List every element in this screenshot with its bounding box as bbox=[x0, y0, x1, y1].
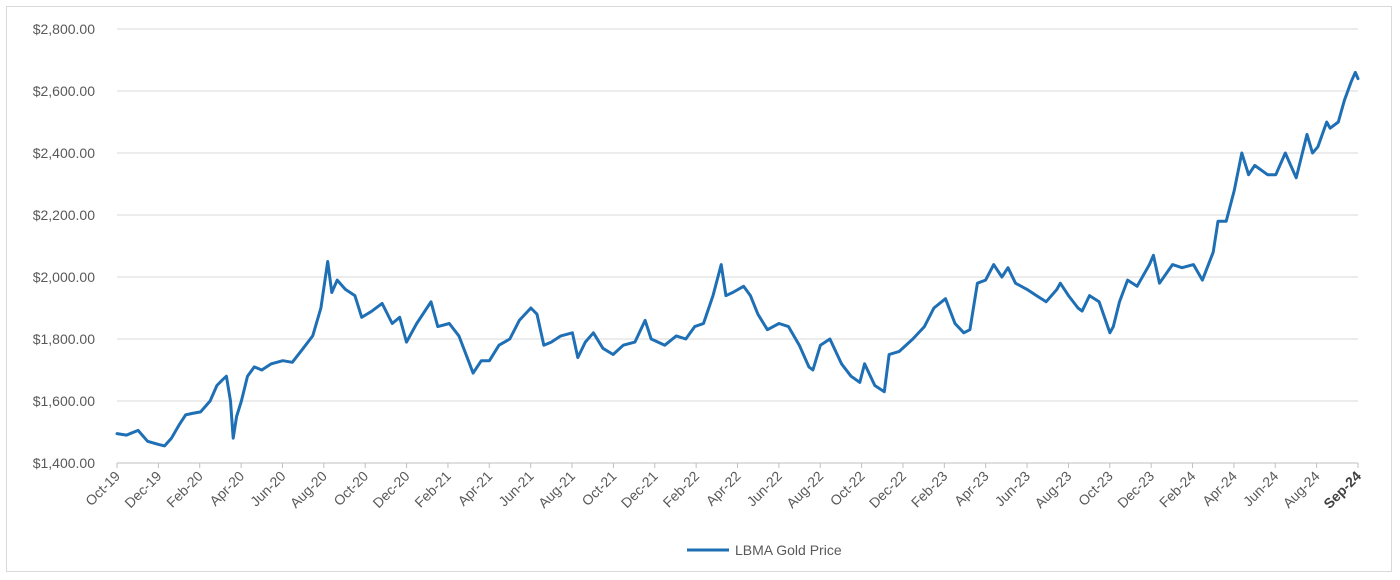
x-tick-label: Dec-20 bbox=[369, 468, 412, 511]
x-tick-label: Dec-23 bbox=[1114, 468, 1157, 511]
y-tick-label: $2,400.00 bbox=[33, 145, 95, 161]
series-line-lbma-gold-price bbox=[115, 70, 1360, 448]
x-tick-label: Oct-22 bbox=[827, 468, 868, 509]
x-tick-label: Apr-22 bbox=[703, 468, 744, 509]
x-tick-label: Dec-21 bbox=[618, 468, 661, 511]
x-tick-label: Jun-24 bbox=[1240, 468, 1282, 510]
x-tick-label: Jun-21 bbox=[495, 468, 537, 510]
x-tick-label: Oct-19 bbox=[82, 468, 123, 509]
y-axis: $1,400.00 $1,600.00 $1,800.00 $2,000.00 $2,2… bbox=[33, 21, 95, 471]
gridlines bbox=[117, 28, 1358, 464]
x-tick-label: Oct-23 bbox=[1075, 468, 1116, 509]
chart-frame: $1,400.00 $1,600.00 $1,800.00 $2,000.00 $2,2… bbox=[6, 6, 1392, 572]
x-tick-label: Feb-20 bbox=[163, 468, 206, 511]
x-tick-label: Jun-20 bbox=[247, 468, 289, 510]
legend-label: LBMA Gold Price bbox=[735, 542, 842, 558]
y-tick-label: $2,200.00 bbox=[33, 207, 95, 223]
x-tick-label: Aug-22 bbox=[783, 468, 826, 511]
x-tick-label: Aug-24 bbox=[1280, 468, 1323, 511]
y-tick-label: $2,800.00 bbox=[33, 21, 95, 37]
x-tick-label: Apr-23 bbox=[951, 468, 992, 509]
legend: LBMA Gold Price bbox=[687, 542, 842, 558]
x-tick-label: Aug-23 bbox=[1031, 468, 1074, 511]
x-tick-label: Feb-23 bbox=[908, 468, 951, 511]
x-tick-label: Feb-24 bbox=[1156, 468, 1199, 511]
x-tick-label: Apr-20 bbox=[206, 468, 247, 509]
x-tick-label: Dec-22 bbox=[866, 468, 909, 511]
y-tick-label: $2,000.00 bbox=[33, 269, 95, 285]
x-tick-label: Oct-21 bbox=[578, 468, 619, 509]
y-tick-label: $1,600.00 bbox=[33, 393, 95, 409]
x-tick-label: Feb-21 bbox=[411, 468, 454, 511]
plot-area bbox=[115, 70, 1360, 448]
x-tick-label: Dec-19 bbox=[121, 468, 164, 511]
y-tick-label: $1,400.00 bbox=[33, 455, 95, 471]
gold-price-chart: $1,400.00 $1,600.00 $1,800.00 $2,000.00 $2,2… bbox=[33, 21, 1365, 558]
x-tick-label: Oct-20 bbox=[330, 468, 371, 509]
x-tick-label: Jun-22 bbox=[743, 468, 785, 510]
x-tick-label: Sep-24 bbox=[1320, 468, 1364, 512]
x-tick-label: Apr-21 bbox=[454, 468, 495, 509]
y-tick-label: $2,600.00 bbox=[33, 83, 95, 99]
x-tick-label: Aug-20 bbox=[287, 468, 330, 511]
x-tick-label: Feb-22 bbox=[660, 468, 703, 511]
x-tick-label: Aug-21 bbox=[535, 468, 578, 511]
x-tick-label: Apr-24 bbox=[1199, 468, 1240, 509]
x-tick-label: Jun-23 bbox=[992, 468, 1034, 510]
y-tick-label: $1,800.00 bbox=[33, 331, 95, 347]
